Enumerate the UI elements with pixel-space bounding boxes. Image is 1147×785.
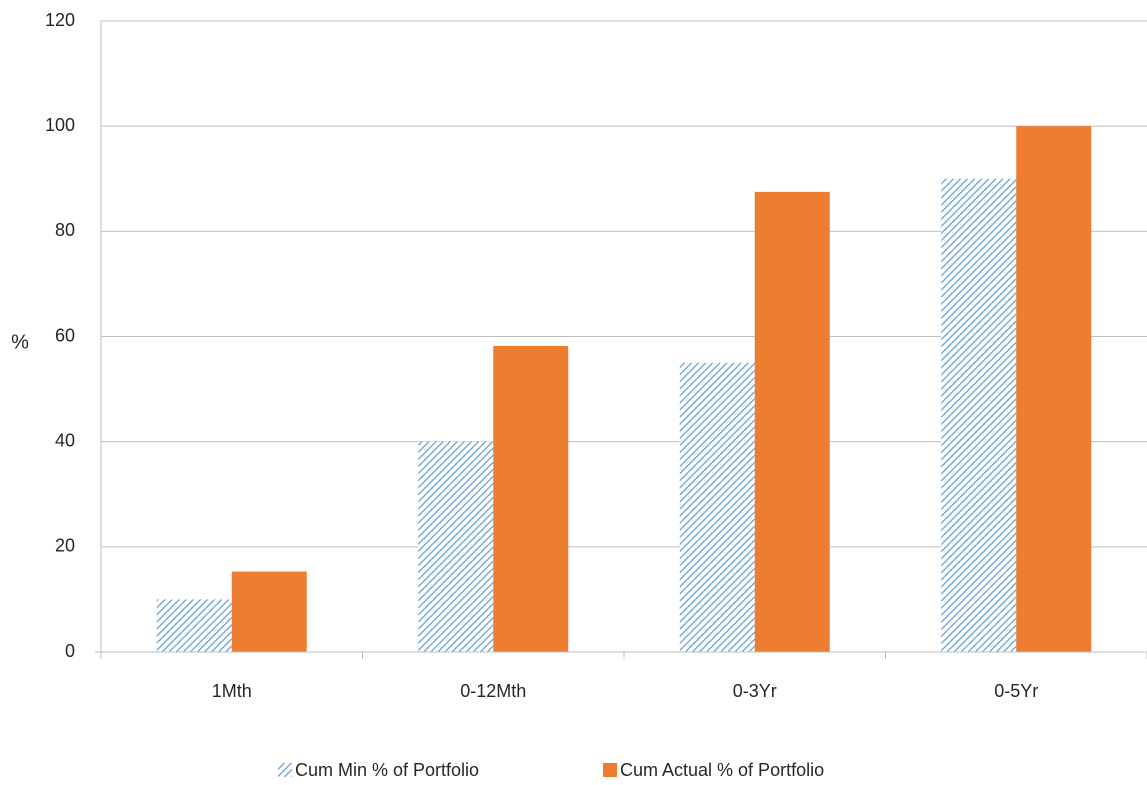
y-tick-label: 60 bbox=[55, 325, 75, 345]
y-tick-label: 80 bbox=[55, 220, 75, 240]
bar-cum-actual bbox=[1016, 126, 1092, 652]
bar-cum-actual bbox=[493, 345, 569, 652]
x-tick-label: 0-12Mth bbox=[460, 681, 526, 701]
legend-label-cum-min: Cum Min % of Portfolio bbox=[295, 760, 479, 780]
bar-cum-min bbox=[418, 441, 494, 652]
bar-cum-min bbox=[679, 362, 755, 652]
y-tick-label: 40 bbox=[55, 430, 75, 450]
y-tick-label: 120 bbox=[45, 10, 75, 30]
legend-swatch-cum-min bbox=[278, 763, 292, 777]
bar-cum-min bbox=[156, 599, 232, 652]
legend-label-cum-actual: Cum Actual % of Portfolio bbox=[620, 760, 824, 780]
x-tick-label: 0-5Yr bbox=[994, 681, 1038, 701]
bar-cum-actual bbox=[231, 571, 307, 652]
y-tick-label: 100 bbox=[45, 115, 75, 135]
x-tick-label: 0-3Yr bbox=[733, 681, 777, 701]
y-tick-label: 20 bbox=[55, 536, 75, 556]
bar-cum-min bbox=[941, 178, 1017, 652]
x-tick-label: 1Mth bbox=[212, 681, 252, 701]
y-axis-title: % bbox=[11, 331, 29, 353]
legend-swatch-cum-actual bbox=[603, 763, 617, 777]
y-tick-label: 0 bbox=[65, 641, 75, 661]
bar-cum-actual bbox=[754, 191, 830, 653]
